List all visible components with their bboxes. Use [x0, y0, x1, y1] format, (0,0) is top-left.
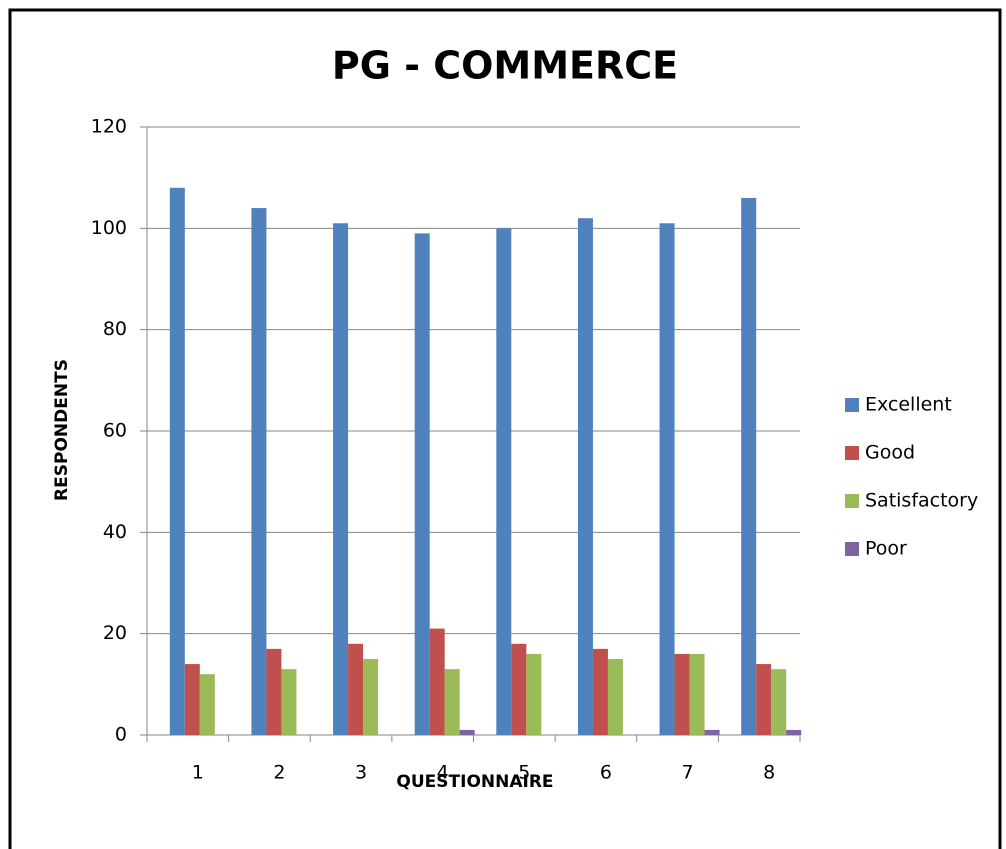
y-tick-label: 40: [103, 521, 127, 543]
bar: [429, 628, 445, 735]
bar: [607, 659, 623, 735]
bar: [756, 664, 772, 735]
y-tick-label: 80: [103, 318, 127, 340]
bar: [786, 729, 802, 735]
y-tick-label: 0: [115, 724, 127, 746]
bar: [414, 233, 430, 735]
bar: [348, 643, 364, 735]
x-tick-label: 3: [355, 762, 367, 784]
x-tick-label: 8: [763, 762, 775, 784]
frame: [8, 8, 1002, 849]
bar: [741, 197, 757, 735]
bar: [577, 218, 593, 735]
bar: [281, 669, 297, 735]
bar: [496, 228, 512, 736]
legend-label: Satisfactory: [865, 490, 978, 512]
y-tick-label: 60: [103, 420, 127, 442]
legend-swatch: [845, 494, 859, 508]
bar: [363, 659, 379, 735]
chart-title: PG - COMMERCE: [332, 44, 678, 88]
x-tick-label: 7: [682, 762, 694, 784]
legend-swatch: [845, 398, 859, 412]
y-tick-label: 120: [91, 116, 127, 138]
legend-swatch: [845, 542, 859, 556]
x-tick-label: 1: [192, 762, 204, 784]
bar: [704, 729, 720, 735]
bar: [266, 648, 282, 735]
bar: [511, 643, 527, 735]
legend-label: Poor: [865, 538, 907, 560]
y-axis-label: RESPONDENTS: [52, 359, 72, 501]
legend-swatch: [845, 446, 859, 460]
bar: [459, 729, 475, 735]
bar: [659, 223, 675, 735]
x-tick-label: 4: [437, 762, 449, 784]
bar: [199, 674, 215, 735]
x-axis-label: QUESTIONNAIRE: [396, 772, 553, 792]
legend-label: Good: [865, 442, 915, 464]
legend-label: Excellent: [865, 394, 952, 416]
bar: [526, 653, 542, 735]
bar: [333, 223, 349, 735]
bar: [169, 187, 185, 736]
bar: [184, 664, 200, 735]
x-tick-label: 6: [600, 762, 612, 784]
y-tick-label: 20: [103, 622, 127, 644]
y-tick-label: 100: [91, 217, 127, 239]
bar: [674, 653, 690, 735]
bar: [251, 208, 267, 736]
bar: [592, 648, 608, 735]
bar: [689, 653, 705, 735]
bar: [771, 669, 787, 735]
bar: [444, 669, 460, 735]
x-tick-label: 2: [273, 762, 285, 784]
x-tick-label: 5: [518, 762, 530, 784]
